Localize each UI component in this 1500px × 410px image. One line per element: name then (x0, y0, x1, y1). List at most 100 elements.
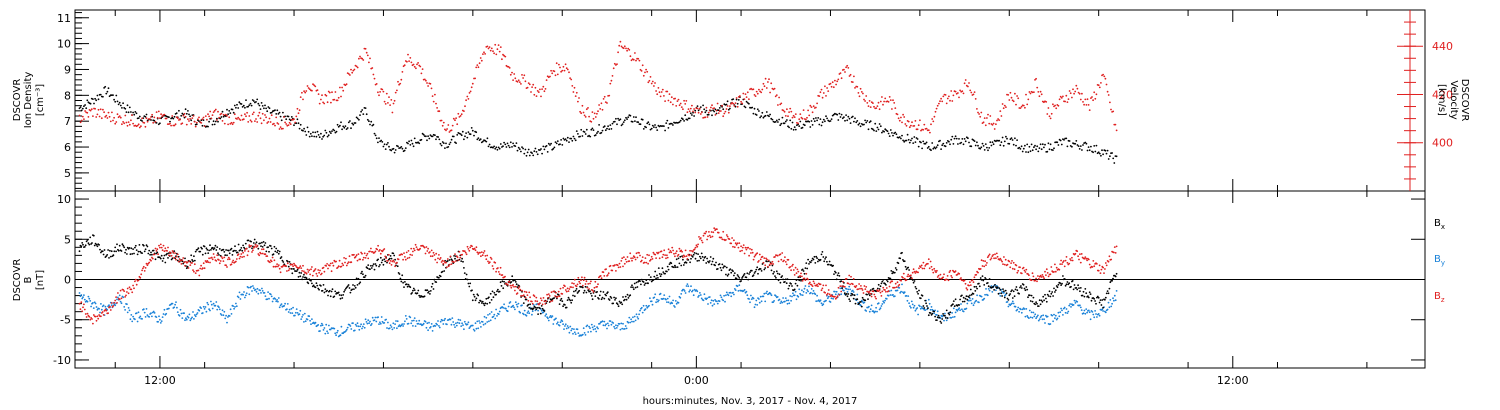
data-point (83, 294, 85, 296)
data-point (695, 252, 698, 255)
data-point (184, 264, 186, 267)
data-point (389, 324, 392, 327)
data-point (293, 124, 295, 127)
data-point (441, 124, 444, 127)
data-point (295, 270, 298, 272)
data-point (1001, 295, 1003, 297)
data-point (543, 148, 546, 151)
data-point (692, 111, 694, 114)
data-point (276, 109, 279, 112)
data-point (117, 249, 120, 252)
data-point (1062, 314, 1064, 316)
data-point (815, 117, 817, 119)
data-point (312, 284, 315, 287)
data-point (964, 297, 967, 300)
data-point (760, 270, 763, 272)
data-point (623, 256, 625, 259)
data-point (568, 288, 571, 290)
data-point (942, 95, 945, 98)
data-point (511, 71, 513, 74)
data-point (784, 278, 787, 281)
data-point (434, 134, 436, 137)
data-point (286, 308, 288, 310)
data-point (79, 308, 82, 311)
data-point (469, 282, 472, 285)
data-point (927, 298, 930, 301)
data-point (509, 141, 512, 144)
data-point (431, 255, 434, 258)
data-point (219, 260, 222, 262)
data-point (520, 150, 522, 153)
data-point (1058, 315, 1061, 318)
data-point (306, 318, 309, 321)
data-point (144, 248, 147, 251)
data-point (946, 317, 949, 319)
data-point (534, 300, 537, 302)
data-point (466, 323, 469, 326)
data-point (701, 255, 704, 258)
data-point (98, 244, 100, 246)
data-point (613, 325, 615, 328)
data-point (286, 260, 289, 263)
data-point (282, 127, 284, 130)
data-point (622, 265, 624, 268)
data-point (569, 299, 572, 302)
data-point (853, 75, 855, 78)
data-point (837, 119, 840, 121)
data-point (778, 118, 780, 121)
data-point (713, 107, 716, 109)
data-point (410, 139, 413, 142)
data-point (175, 112, 178, 115)
data-point (1047, 295, 1050, 297)
data-point (930, 149, 932, 152)
data-point (664, 129, 666, 132)
data-point (325, 94, 328, 97)
data-point (187, 118, 189, 121)
data-point (223, 256, 226, 259)
data-point (536, 90, 539, 92)
data-point (931, 142, 934, 144)
data-point (472, 328, 475, 331)
data-point (639, 280, 641, 283)
data-point (665, 298, 667, 301)
data-point (1040, 148, 1043, 151)
data-point (393, 327, 396, 329)
data-point (645, 279, 648, 282)
data-point (812, 105, 815, 108)
data-point (100, 117, 103, 120)
data-point (354, 286, 357, 289)
data-point (1023, 287, 1026, 290)
data-point (150, 251, 152, 254)
data-point (898, 119, 901, 122)
data-point (857, 123, 860, 126)
data-point (698, 107, 701, 110)
data-point (725, 266, 728, 269)
data-point (1042, 295, 1045, 298)
data-point (607, 125, 609, 128)
data-point (335, 334, 337, 337)
data-point (138, 244, 141, 246)
data-point (1082, 312, 1085, 315)
data-point (313, 269, 316, 272)
data-point (594, 280, 597, 283)
data-point (329, 328, 332, 331)
data-point (865, 310, 868, 312)
data-point (687, 285, 690, 288)
data-point (1088, 149, 1091, 152)
data-point (875, 306, 877, 309)
data-point (967, 137, 969, 140)
data-point (252, 242, 255, 244)
data-point (615, 327, 618, 329)
data-point (81, 310, 84, 313)
data-point (889, 294, 892, 296)
data-point (979, 147, 982, 150)
data-point (366, 252, 369, 255)
data-point (777, 279, 780, 282)
data-point (83, 303, 85, 306)
data-point (403, 286, 405, 288)
data-point (1016, 289, 1019, 292)
data-point (527, 303, 530, 306)
data-point (132, 315, 135, 318)
data-point (459, 256, 462, 259)
data-point (135, 249, 138, 252)
